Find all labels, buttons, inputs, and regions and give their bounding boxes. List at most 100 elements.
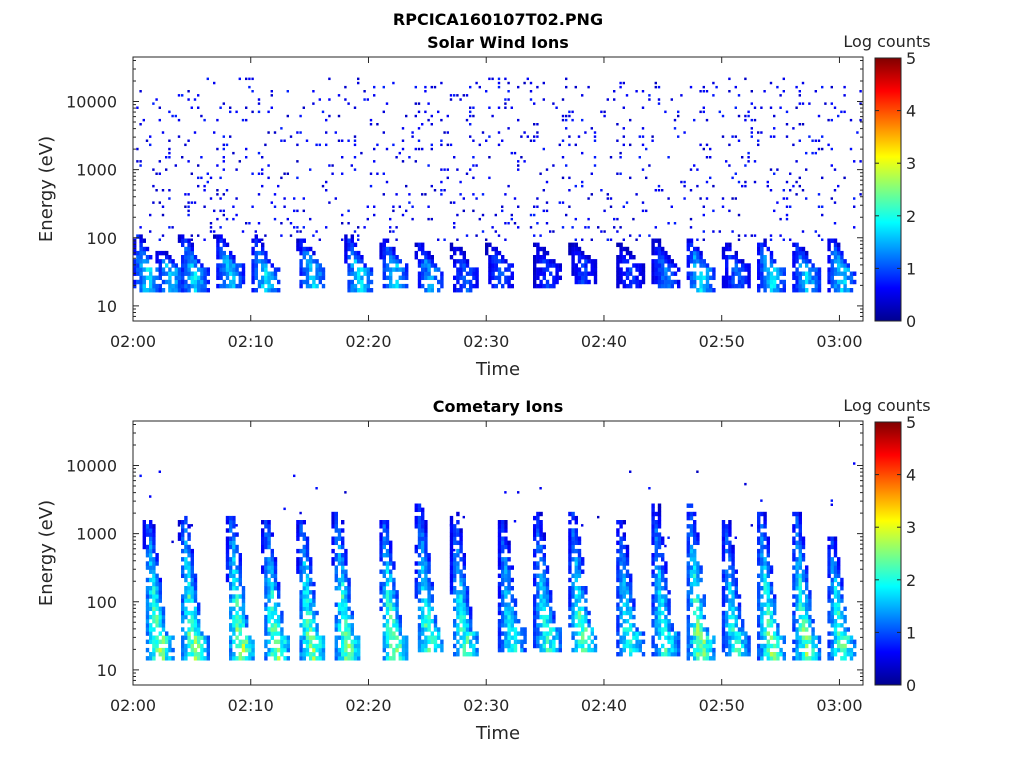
spectrogram-cell xyxy=(302,246,306,252)
spectrogram-cell xyxy=(792,250,796,256)
spectrogram-cell xyxy=(392,606,396,612)
spectrogram-cell xyxy=(542,590,546,595)
spectrogram-cell xyxy=(590,193,593,196)
spectrogram-cell xyxy=(619,544,623,550)
spectrogram-cell xyxy=(702,275,706,281)
spectrogram-cell xyxy=(389,577,393,583)
spectrogram-cell xyxy=(139,263,143,268)
spectrogram-cell xyxy=(187,271,191,276)
spectrogram-cell xyxy=(181,536,185,541)
spectrogram-cell xyxy=(264,536,268,541)
spectrogram-cell xyxy=(363,283,367,289)
spectrogram-cell xyxy=(193,598,198,603)
spectrogram-cell xyxy=(664,110,667,114)
spectrogram-cell xyxy=(622,581,626,587)
spectrogram-cell xyxy=(529,81,533,85)
spectrogram-cell xyxy=(401,635,406,640)
spectrogram-cell xyxy=(341,544,345,550)
spectrogram-cell xyxy=(225,271,230,276)
spectrogram-cell xyxy=(171,656,175,661)
spectrogram-cell xyxy=(827,288,831,293)
spectrogram-cell xyxy=(168,283,172,289)
spectrogram-cell xyxy=(587,271,591,276)
spectrogram-cell xyxy=(686,606,690,612)
spectrogram-cell xyxy=(232,619,236,624)
spectrogram-cell xyxy=(395,635,399,640)
spectrogram-cell xyxy=(798,602,802,607)
spectrogram-cell xyxy=(657,520,662,525)
spectrogram-cell xyxy=(309,283,313,289)
spectrogram-cell xyxy=(507,184,510,188)
spectrogram-cell xyxy=(309,643,313,649)
spectrogram-cell xyxy=(379,544,383,550)
spectrogram-cell xyxy=(555,271,559,276)
spectrogram-cell xyxy=(190,569,194,574)
spectrogram-cell xyxy=(494,250,498,256)
spectrogram-cell xyxy=(766,647,770,653)
spectrogram-cell xyxy=(584,279,588,285)
spectrogram-cell xyxy=(568,614,572,620)
spectrogram-cell xyxy=(577,643,582,649)
spectrogram-cell xyxy=(232,639,236,645)
spectrogram-cell xyxy=(145,524,150,529)
spectrogram-cell xyxy=(267,536,271,541)
spectrogram-cell xyxy=(206,288,210,293)
spectrogram-cell xyxy=(158,647,162,653)
spectrogram-cell xyxy=(664,598,668,603)
spectrogram-cell xyxy=(833,606,838,612)
y-tick-label: 100 xyxy=(86,229,117,248)
spectrogram-cell xyxy=(190,172,193,175)
spectrogram-cell xyxy=(795,520,799,525)
spectrogram-cell xyxy=(347,614,351,620)
spectrogram-cell xyxy=(744,639,748,645)
spectrogram-cell xyxy=(782,271,786,276)
spectrogram-cell xyxy=(840,631,844,636)
spectrogram-cell xyxy=(350,263,354,268)
spectrogram-cell xyxy=(305,639,310,645)
spectrogram-cell xyxy=(798,652,802,657)
spectrogram-cell xyxy=(837,639,841,645)
spectrogram-cell xyxy=(587,610,591,616)
spectrogram-cell xyxy=(270,288,274,293)
spectrogram-cell xyxy=(462,557,466,562)
spectrogram-cell xyxy=(654,614,658,620)
spectrogram-cell xyxy=(357,647,361,653)
spectrogram-cell xyxy=(385,656,390,661)
spectrogram-cell xyxy=(158,639,162,645)
spectrogram-cell xyxy=(453,524,457,529)
spectrogram-cell xyxy=(565,118,568,122)
spectrogram-cell xyxy=(849,288,854,293)
spectrogram-cell xyxy=(568,594,572,599)
spectrogram-cell xyxy=(757,259,761,264)
spectrogram-cell xyxy=(721,114,725,118)
spectrogram-cell xyxy=(229,569,233,574)
spectrogram-cell xyxy=(590,259,594,264)
spectrogram-cell xyxy=(827,565,831,570)
spectrogram-cell xyxy=(440,180,443,184)
spectrogram-cell xyxy=(833,271,838,276)
spectrogram-cell xyxy=(299,594,303,599)
spectrogram-cell xyxy=(424,586,428,591)
spectrogram-cell xyxy=(693,528,697,533)
spectrogram-cell xyxy=(661,255,665,260)
spectrogram-cell xyxy=(622,238,625,241)
spectrogram-cell xyxy=(187,250,191,256)
spectrogram-cell xyxy=(216,189,219,192)
spectrogram-cell xyxy=(542,647,546,653)
spectrogram-cell xyxy=(462,627,466,632)
spectrogram-cell xyxy=(318,647,322,653)
spectrogram-cell xyxy=(821,238,824,241)
spectrogram-cell xyxy=(238,623,242,628)
spectrogram-cell xyxy=(382,528,386,533)
spectrogram-cell xyxy=(379,520,383,525)
spectrogram-cell xyxy=(347,102,350,105)
spectrogram-cell xyxy=(462,197,465,200)
spectrogram-cell xyxy=(501,647,505,653)
spectrogram-cell xyxy=(632,623,636,628)
spectrogram-cell xyxy=(312,590,316,595)
spectrogram-cell xyxy=(427,581,431,587)
spectrogram-cell xyxy=(421,569,425,574)
spectrogram-cell xyxy=(853,652,857,657)
spectrogram-cell xyxy=(577,553,582,558)
spectrogram-cell xyxy=(264,143,267,147)
